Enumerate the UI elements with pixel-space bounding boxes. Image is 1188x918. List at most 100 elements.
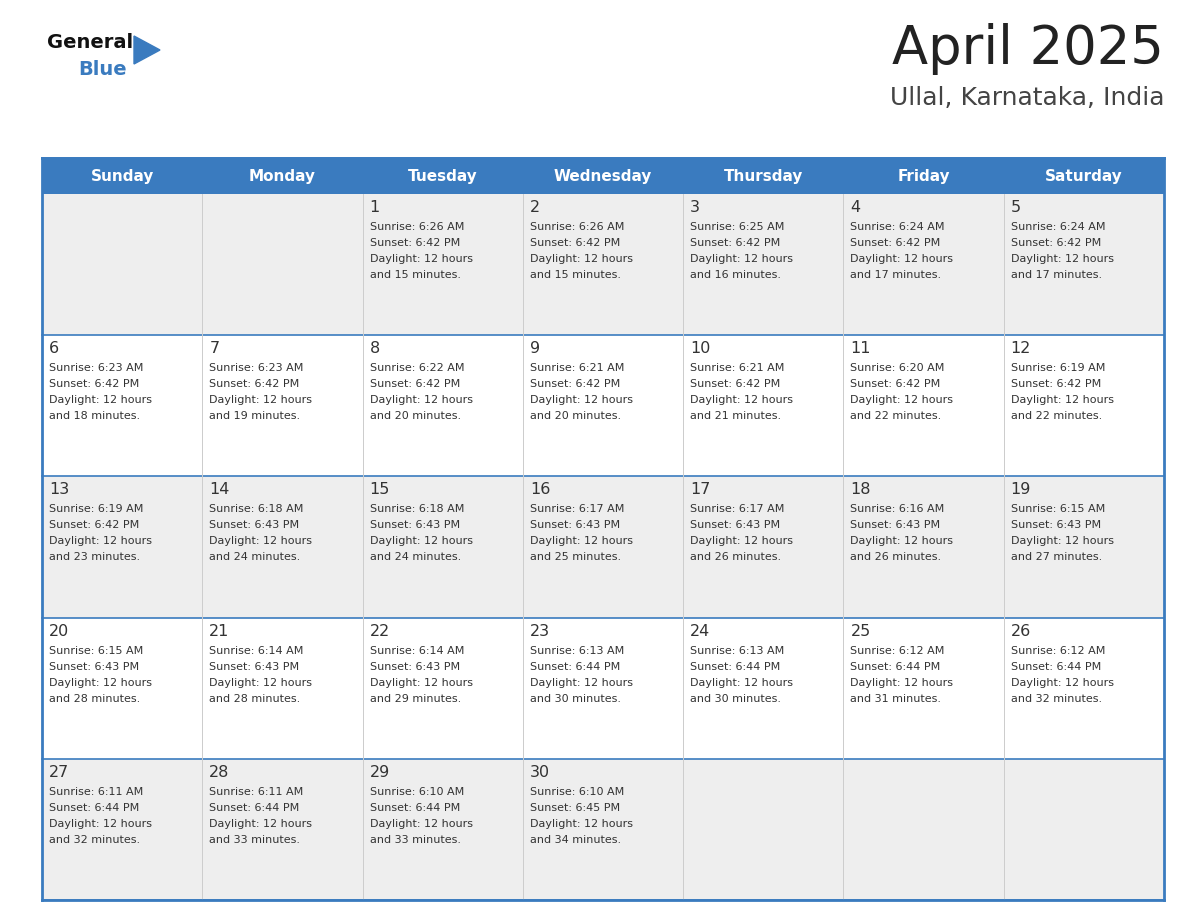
Text: General: General [48, 33, 133, 52]
Text: Daylight: 12 hours: Daylight: 12 hours [690, 677, 794, 688]
Text: and 22 minutes.: and 22 minutes. [851, 411, 942, 421]
Text: Daylight: 12 hours: Daylight: 12 hours [530, 536, 633, 546]
Text: Daylight: 12 hours: Daylight: 12 hours [851, 677, 954, 688]
Text: Sunset: 6:42 PM: Sunset: 6:42 PM [530, 238, 620, 248]
Text: and 28 minutes.: and 28 minutes. [49, 694, 140, 703]
Bar [42, 759, 1164, 900]
Text: 3: 3 [690, 200, 700, 215]
Text: Sunrise: 6:10 AM: Sunrise: 6:10 AM [530, 787, 624, 797]
Bar [42, 158, 1164, 194]
Text: 12: 12 [1011, 341, 1031, 356]
Text: Sunset: 6:42 PM: Sunset: 6:42 PM [369, 379, 460, 389]
Text: Sunrise: 6:10 AM: Sunrise: 6:10 AM [369, 787, 463, 797]
Text: Sunrise: 6:17 AM: Sunrise: 6:17 AM [690, 504, 784, 514]
Text: Sunrise: 6:26 AM: Sunrise: 6:26 AM [369, 222, 465, 232]
Text: Daylight: 12 hours: Daylight: 12 hours [530, 254, 633, 264]
Text: Sunrise: 6:18 AM: Sunrise: 6:18 AM [369, 504, 465, 514]
Text: Daylight: 12 hours: Daylight: 12 hours [49, 396, 152, 405]
Text: and 16 minutes.: and 16 minutes. [690, 270, 782, 280]
Text: 29: 29 [369, 765, 390, 779]
Text: and 18 minutes.: and 18 minutes. [49, 411, 140, 421]
Text: 15: 15 [369, 482, 390, 498]
Text: Daylight: 12 hours: Daylight: 12 hours [209, 536, 312, 546]
Text: Sunrise: 6:11 AM: Sunrise: 6:11 AM [209, 787, 304, 797]
Text: Daylight: 12 hours: Daylight: 12 hours [209, 677, 312, 688]
Text: Sunrise: 6:13 AM: Sunrise: 6:13 AM [530, 645, 624, 655]
Bar [42, 476, 1164, 618]
Text: and 22 minutes.: and 22 minutes. [1011, 411, 1102, 421]
Text: and 17 minutes.: and 17 minutes. [1011, 270, 1101, 280]
Text: Sunset: 6:42 PM: Sunset: 6:42 PM [530, 379, 620, 389]
Text: 23: 23 [530, 623, 550, 639]
Text: and 21 minutes.: and 21 minutes. [690, 411, 782, 421]
Text: April 2025: April 2025 [892, 23, 1164, 75]
Text: Ullal, Karnataka, India: Ullal, Karnataka, India [890, 86, 1164, 110]
Text: and 32 minutes.: and 32 minutes. [1011, 694, 1101, 703]
Text: Sunrise: 6:16 AM: Sunrise: 6:16 AM [851, 504, 944, 514]
Text: Sunset: 6:43 PM: Sunset: 6:43 PM [1011, 521, 1101, 531]
Text: Daylight: 12 hours: Daylight: 12 hours [530, 819, 633, 829]
Text: and 25 minutes.: and 25 minutes. [530, 553, 621, 563]
Text: 6: 6 [49, 341, 59, 356]
Text: Sunrise: 6:20 AM: Sunrise: 6:20 AM [851, 364, 944, 374]
Text: Sunset: 6:43 PM: Sunset: 6:43 PM [530, 521, 620, 531]
Text: and 23 minutes.: and 23 minutes. [49, 553, 140, 563]
Text: Sunday: Sunday [90, 169, 153, 184]
Text: Sunset: 6:42 PM: Sunset: 6:42 PM [690, 238, 781, 248]
Text: 11: 11 [851, 341, 871, 356]
Text: Sunrise: 6:15 AM: Sunrise: 6:15 AM [1011, 504, 1105, 514]
Text: Sunrise: 6:19 AM: Sunrise: 6:19 AM [49, 504, 144, 514]
Text: Sunset: 6:44 PM: Sunset: 6:44 PM [530, 662, 620, 672]
Text: and 26 minutes.: and 26 minutes. [690, 553, 782, 563]
Text: 28: 28 [209, 765, 229, 779]
Text: 27: 27 [49, 765, 69, 779]
Text: Daylight: 12 hours: Daylight: 12 hours [851, 254, 954, 264]
Text: Daylight: 12 hours: Daylight: 12 hours [209, 396, 312, 405]
Text: Sunset: 6:43 PM: Sunset: 6:43 PM [690, 521, 781, 531]
Text: Daylight: 12 hours: Daylight: 12 hours [369, 536, 473, 546]
Text: and 26 minutes.: and 26 minutes. [851, 553, 942, 563]
Text: 22: 22 [369, 623, 390, 639]
Text: Sunrise: 6:21 AM: Sunrise: 6:21 AM [690, 364, 784, 374]
Text: 4: 4 [851, 200, 860, 215]
Text: 1: 1 [369, 200, 380, 215]
Text: 19: 19 [1011, 482, 1031, 498]
Text: and 19 minutes.: and 19 minutes. [209, 411, 301, 421]
Text: Saturday: Saturday [1045, 169, 1123, 184]
Text: Daylight: 12 hours: Daylight: 12 hours [690, 536, 794, 546]
Text: and 33 minutes.: and 33 minutes. [369, 834, 461, 845]
Text: 2: 2 [530, 200, 541, 215]
Text: 9: 9 [530, 341, 541, 356]
Text: Sunrise: 6:15 AM: Sunrise: 6:15 AM [49, 645, 144, 655]
Text: 24: 24 [690, 623, 710, 639]
Text: Sunrise: 6:12 AM: Sunrise: 6:12 AM [851, 645, 944, 655]
Text: Sunset: 6:44 PM: Sunset: 6:44 PM [369, 803, 460, 812]
Text: Sunset: 6:42 PM: Sunset: 6:42 PM [209, 379, 299, 389]
Text: 21: 21 [209, 623, 229, 639]
Text: and 17 minutes.: and 17 minutes. [851, 270, 942, 280]
Text: and 15 minutes.: and 15 minutes. [369, 270, 461, 280]
Text: Daylight: 12 hours: Daylight: 12 hours [851, 536, 954, 546]
Text: and 24 minutes.: and 24 minutes. [369, 553, 461, 563]
Text: Sunset: 6:43 PM: Sunset: 6:43 PM [369, 521, 460, 531]
Text: Daylight: 12 hours: Daylight: 12 hours [851, 396, 954, 405]
Text: Blue: Blue [78, 60, 127, 79]
Text: Thursday: Thursday [723, 169, 803, 184]
Polygon shape [134, 36, 160, 64]
Text: Sunset: 6:43 PM: Sunset: 6:43 PM [369, 662, 460, 672]
Text: 10: 10 [690, 341, 710, 356]
Text: Sunrise: 6:19 AM: Sunrise: 6:19 AM [1011, 364, 1105, 374]
Text: Sunrise: 6:24 AM: Sunrise: 6:24 AM [1011, 222, 1105, 232]
Text: Sunset: 6:44 PM: Sunset: 6:44 PM [851, 662, 941, 672]
Text: 17: 17 [690, 482, 710, 498]
Text: Sunrise: 6:23 AM: Sunrise: 6:23 AM [209, 364, 304, 374]
Text: Daylight: 12 hours: Daylight: 12 hours [1011, 396, 1113, 405]
Text: 25: 25 [851, 623, 871, 639]
Text: Daylight: 12 hours: Daylight: 12 hours [530, 396, 633, 405]
Text: Sunset: 6:42 PM: Sunset: 6:42 PM [49, 379, 139, 389]
Text: Sunset: 6:43 PM: Sunset: 6:43 PM [209, 662, 299, 672]
Text: and 32 minutes.: and 32 minutes. [49, 834, 140, 845]
Text: Tuesday: Tuesday [407, 169, 478, 184]
Text: Sunset: 6:44 PM: Sunset: 6:44 PM [209, 803, 299, 812]
Text: 8: 8 [369, 341, 380, 356]
